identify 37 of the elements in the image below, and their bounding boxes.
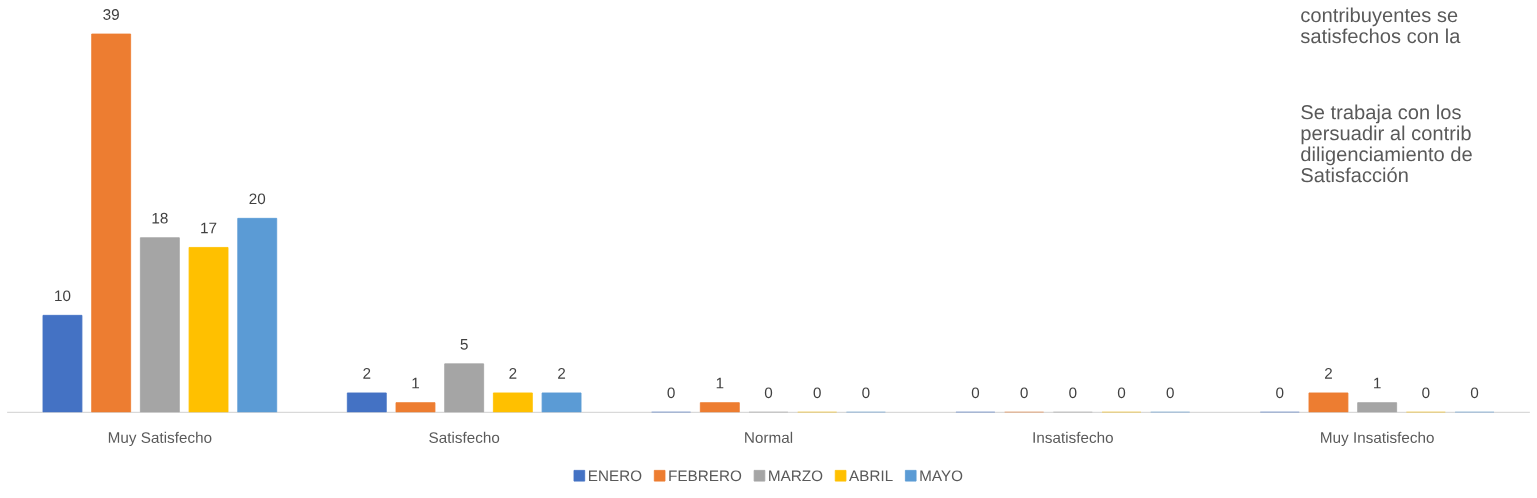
data-label: 0 <box>1422 387 1430 399</box>
legend-label: ENERO <box>589 470 642 482</box>
annotation: Se trabaja con los persuadir al contrib diligenciamiento de Satisfacción <box>1301 104 1472 183</box>
legend-label: ABRIL <box>849 470 893 482</box>
data-label: 0 <box>1117 387 1126 399</box>
data-label: 0 <box>1166 387 1174 399</box>
x-tick-label: Muy Satisfecho <box>108 431 212 447</box>
data-label: 0 <box>1276 387 1284 399</box>
data-label: 18 <box>152 212 168 224</box>
data-label: 0 <box>862 387 870 399</box>
data-label: 39 <box>103 9 119 20</box>
data-label: 1 <box>716 377 724 389</box>
data-label: 2 <box>509 367 517 379</box>
legend-label: MAYO <box>920 470 963 482</box>
data-label: 20 <box>249 193 266 205</box>
data-label: 5 <box>460 339 468 350</box>
annotation: contribuyentes se satisfechos con la <box>1300 7 1461 44</box>
data-label: 0 <box>764 387 773 399</box>
data-label: 0 <box>971 387 980 399</box>
x-tick-label: Insatisfecho <box>1033 431 1113 444</box>
data-label: 2 <box>558 367 566 379</box>
legend-label: MARZO <box>769 470 823 482</box>
data-label: 2 <box>1324 367 1332 379</box>
data-label: 17 <box>201 222 217 234</box>
x-tick-label: Normal <box>745 431 793 444</box>
data-label: 1 <box>412 377 419 389</box>
data-label: 0 <box>1069 387 1077 399</box>
x-tick-label: Satisfecho <box>429 431 500 444</box>
data-label: 1 <box>1374 377 1381 389</box>
data-label: 0 <box>667 387 675 399</box>
legend-label: FEBRERO <box>669 470 742 482</box>
data-label: 10 <box>55 290 71 302</box>
data-label: 0 <box>1470 387 1479 399</box>
data-label: 0 <box>813 387 821 399</box>
data-label: 2 <box>363 367 371 379</box>
data-label: 0 <box>1020 387 1028 399</box>
x-tick-label: Muy Insatisfecho <box>1321 431 1434 447</box>
